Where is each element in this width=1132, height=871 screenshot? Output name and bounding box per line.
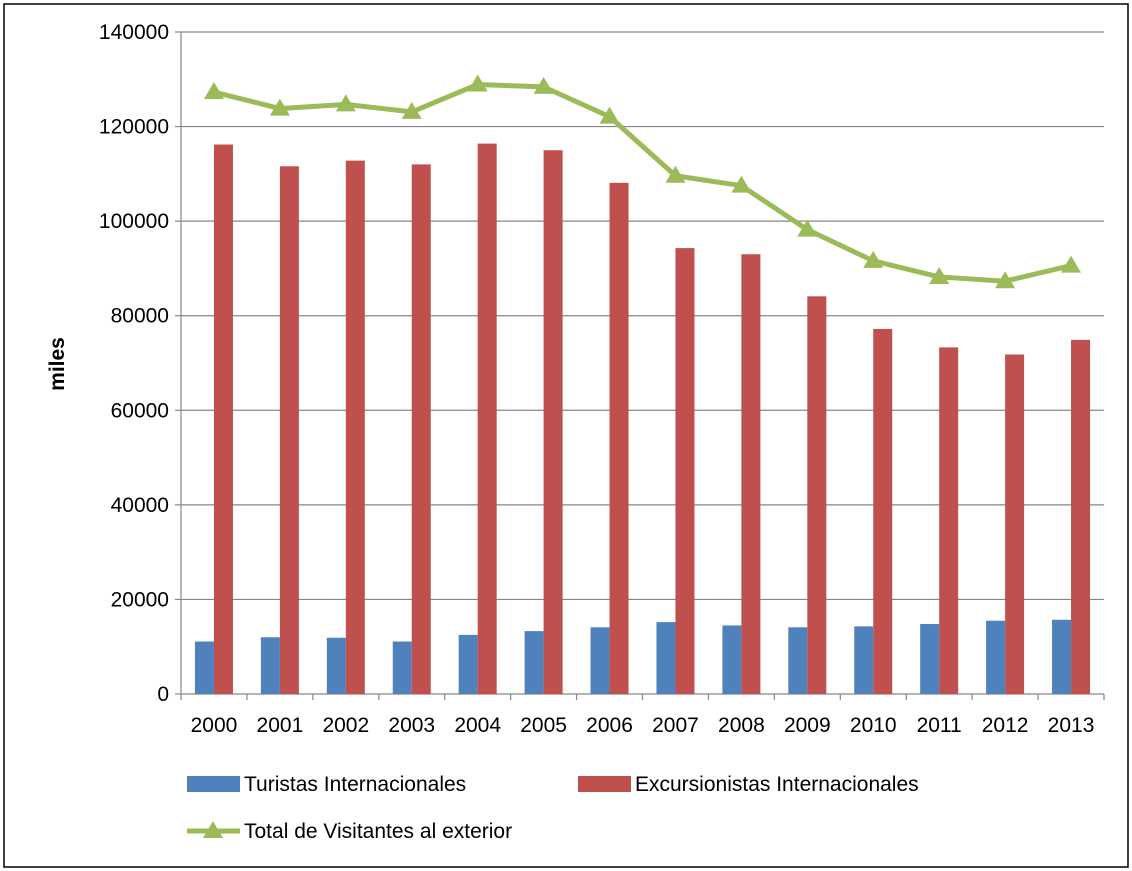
- bar-turistas: [986, 620, 1006, 694]
- legend: Turistas Internacionales Excursionistas I…: [187, 773, 919, 843]
- x-tick-label: 2007: [652, 714, 699, 737]
- bar-excursionistas: [345, 160, 365, 695]
- legend-marker: [203, 821, 223, 838]
- x-tick-label: 2006: [586, 714, 633, 737]
- line-point-marker: [335, 94, 356, 112]
- legend-label: Turistas Internacionales: [244, 773, 466, 796]
- bar-turistas: [1052, 619, 1072, 694]
- total-visitantes-line: [213, 81, 1072, 284]
- x-tick-label: 2013: [1048, 714, 1095, 737]
- bar-turistas: [788, 627, 808, 694]
- bar-excursionistas: [807, 296, 827, 694]
- line-series: [203, 74, 1082, 289]
- x-tick-label: 2011: [917, 714, 962, 737]
- bar-excursionistas: [411, 164, 431, 694]
- line-point-marker: [269, 98, 290, 116]
- x-tick-label: 2008: [718, 714, 765, 737]
- legend-label: Excursionistas Internacionales: [635, 773, 919, 796]
- y-tick-label: 20000: [111, 588, 169, 611]
- y-tick-label: 80000: [111, 305, 169, 328]
- bar-excursionistas: [279, 166, 299, 694]
- bar-excursionistas: [477, 143, 497, 694]
- bar-excursionistas: [609, 182, 629, 694]
- x-tick-label: 2003: [388, 714, 435, 737]
- line-point-marker: [599, 106, 620, 124]
- bar-turistas: [392, 641, 412, 694]
- y-tick-label: 140000: [99, 21, 169, 44]
- line-point-marker: [467, 74, 488, 92]
- x-tick-label: 2010: [850, 714, 897, 737]
- line-point-marker: [797, 219, 818, 237]
- bar-excursionistas: [213, 144, 233, 695]
- gridlines: [181, 31, 1104, 601]
- legend-label: Total de Visitantes al exterior: [244, 820, 512, 843]
- bar-excursionistas: [873, 328, 893, 694]
- line-point-marker: [1061, 255, 1082, 273]
- bar-turistas: [524, 631, 544, 694]
- bars: [194, 143, 1091, 695]
- y-tick-label: 0: [157, 683, 169, 706]
- line-point-marker: [533, 76, 554, 94]
- y-tick-label: 100000: [99, 210, 169, 233]
- bar-excursionistas: [1005, 354, 1025, 694]
- y-tick-label: 60000: [111, 399, 169, 422]
- chart-border: [3, 3, 1129, 868]
- y-axis-title: miles: [46, 337, 69, 391]
- legend-swatch: [578, 776, 631, 792]
- line-point-marker: [203, 82, 224, 100]
- bar-turistas: [590, 627, 610, 694]
- bar-turistas: [458, 634, 478, 694]
- bar-excursionistas: [675, 248, 695, 695]
- x-tick-label: 2009: [784, 714, 831, 737]
- bar-excursionistas: [939, 347, 959, 694]
- legend-swatch: [187, 776, 240, 792]
- line-point-marker: [995, 271, 1016, 289]
- x-tick-label: 2002: [322, 714, 369, 737]
- bar-turistas: [326, 637, 346, 694]
- line-point-marker: [401, 101, 422, 119]
- bar-excursionistas: [543, 150, 563, 694]
- x-tick-label: 2000: [191, 714, 238, 737]
- tick-labels: 0 20000 40000 60000 80000 100000 120000 140000 2…: [99, 21, 1094, 737]
- x-tick-label: 2005: [520, 714, 567, 737]
- bar-excursionistas: [741, 254, 761, 694]
- line-point-marker: [731, 175, 752, 193]
- line-point-marker: [929, 266, 950, 284]
- bar-turistas: [194, 641, 214, 694]
- bar-excursionistas: [1071, 339, 1091, 694]
- x-tick-label: 2001: [257, 714, 304, 737]
- y-tick-label: 40000: [111, 494, 169, 517]
- bar-turistas: [260, 637, 280, 694]
- line-point-marker: [863, 250, 884, 268]
- y-tick-label: 120000: [99, 116, 169, 139]
- bar-turistas: [920, 624, 940, 694]
- line-point-marker: [665, 165, 686, 183]
- x-tick-label: 2012: [982, 714, 1029, 737]
- bar-turistas: [656, 622, 676, 694]
- x-tick-label: 2004: [454, 714, 501, 737]
- bar-turistas: [722, 625, 742, 694]
- bar-turistas: [854, 626, 874, 694]
